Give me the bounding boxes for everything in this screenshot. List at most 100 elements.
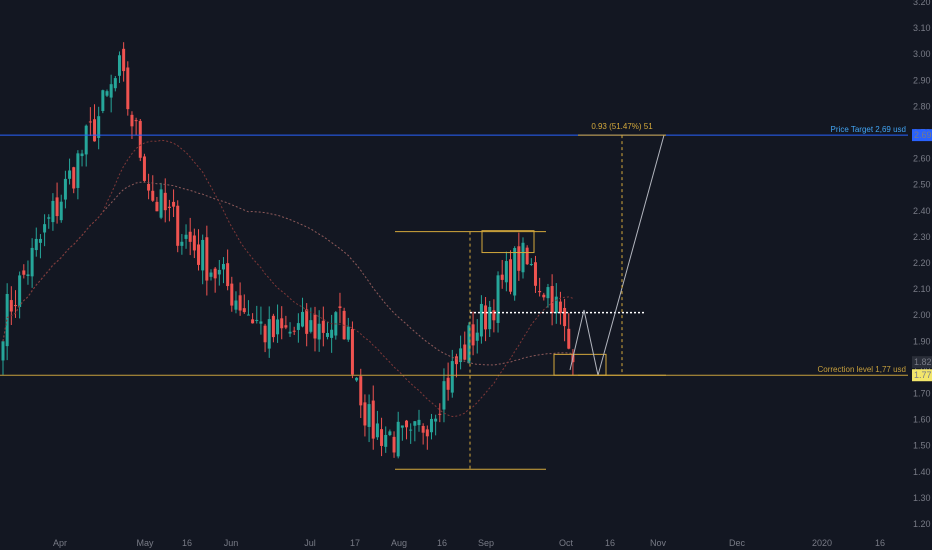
candle-body — [34, 238, 38, 251]
x-tick-label: Sep — [478, 538, 494, 548]
candle-body — [475, 332, 479, 341]
candle-body — [509, 259, 513, 292]
candle-body — [47, 217, 51, 219]
candle-body — [434, 418, 438, 422]
candle-body — [450, 361, 454, 393]
candle-body — [259, 321, 263, 324]
candle-body — [63, 178, 67, 200]
candle-body — [305, 309, 309, 334]
y-tick-label: 1.30 — [913, 493, 931, 503]
candle-body — [454, 356, 458, 365]
candle-body — [325, 333, 329, 337]
candle-body — [533, 262, 537, 286]
candle-body — [201, 239, 205, 271]
candle-body — [276, 319, 280, 335]
candle-body — [234, 300, 238, 310]
candle-body — [375, 423, 379, 438]
candle-body — [59, 201, 63, 221]
candle-body — [309, 320, 313, 332]
candle-body — [471, 324, 475, 346]
candle-body — [238, 295, 242, 311]
candle-body — [184, 234, 188, 239]
y-tick-label: 1.20 — [913, 519, 931, 529]
candle-body — [292, 330, 296, 332]
candle-body — [163, 192, 167, 211]
candle-body — [134, 120, 138, 122]
candle-body — [80, 153, 84, 157]
x-tick-label: Oct — [559, 538, 574, 548]
y-tick-label: 1.40 — [913, 467, 931, 477]
candle-body — [172, 201, 176, 207]
moving-average-fast — [2, 139, 574, 418]
x-tick-label: Aug — [391, 538, 407, 548]
candle-body — [313, 314, 317, 339]
candle-body — [159, 189, 163, 218]
candle-body — [550, 286, 554, 314]
current-price-badge-text: 1.82 — [914, 357, 932, 367]
candle-body — [242, 308, 246, 313]
candle-body — [122, 48, 126, 72]
x-tick-label: 16 — [437, 538, 447, 548]
candle-body — [105, 91, 109, 96]
candle-body — [138, 120, 142, 158]
candle-body — [167, 206, 171, 208]
candle-body — [51, 200, 55, 223]
candle-body — [93, 119, 97, 142]
y-tick-label: 3.00 — [913, 49, 931, 59]
candle-body — [442, 381, 446, 410]
candle-body — [205, 237, 209, 281]
candle-body — [88, 121, 92, 123]
candle-body — [97, 116, 101, 138]
candle-body — [409, 429, 413, 431]
y-tick-label: 2.80 — [913, 101, 931, 111]
candle-body — [467, 325, 471, 364]
candle-body — [13, 305, 17, 307]
candle-body — [363, 402, 367, 426]
current-price-badge — [912, 356, 932, 369]
candle-body — [563, 307, 567, 327]
candle-body — [151, 190, 155, 201]
candle-body — [155, 201, 159, 212]
candle-body — [55, 197, 59, 217]
candle-body — [546, 287, 550, 299]
candle-body — [413, 421, 417, 426]
candle-body — [500, 274, 504, 280]
price-target-badge — [912, 129, 932, 142]
x-tick-label: 2020 — [812, 538, 832, 548]
candle-body — [330, 329, 334, 338]
candle-body — [396, 421, 400, 457]
candle-body — [359, 376, 363, 406]
candle-body — [130, 114, 134, 127]
candle-body — [338, 306, 342, 308]
candle-body — [147, 183, 151, 191]
candle-body — [1, 341, 5, 361]
candle-body — [217, 269, 221, 275]
candle-body — [388, 431, 392, 436]
candle-body — [425, 429, 429, 437]
x-tick-label: Jun — [224, 538, 239, 548]
x-tick-label: Dec — [729, 538, 746, 548]
x-tick-label: 17 — [350, 538, 360, 548]
y-tick-label: 2.00 — [913, 310, 931, 320]
candle-body — [255, 319, 259, 321]
y-tick-label: 2.50 — [913, 180, 931, 190]
candle-body — [267, 319, 271, 349]
price-target-badge-text: 2.69 — [914, 130, 932, 140]
candle-body — [284, 325, 288, 328]
x-tick-label: Jul — [304, 538, 316, 548]
y-tick-label: 2.20 — [913, 258, 931, 268]
x-tick-label: Apr — [53, 538, 67, 548]
candle-body — [321, 320, 325, 333]
candle-body — [488, 306, 492, 330]
x-tick-label: 16 — [875, 538, 885, 548]
candle-body — [38, 238, 42, 243]
y-tick-label: 2.40 — [913, 206, 931, 216]
candle-body — [504, 261, 508, 283]
candle-body — [180, 241, 184, 246]
candle-body — [209, 272, 213, 277]
y-tick-label: 2.60 — [913, 154, 931, 164]
candle-body — [421, 425, 425, 433]
candle-body — [288, 331, 292, 334]
candle-body — [459, 348, 463, 363]
